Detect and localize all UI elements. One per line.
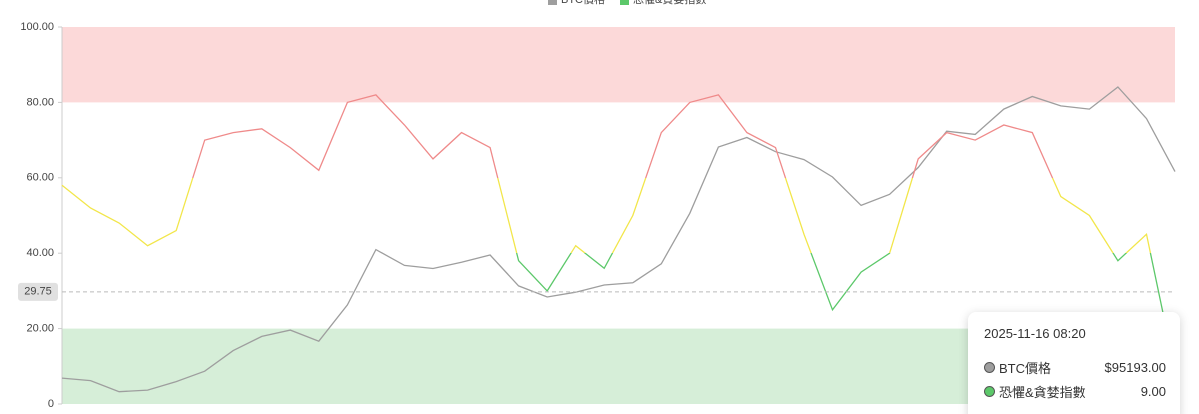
y-tick-label: 80.00 [26, 96, 54, 108]
legend-label: BTC價格 [561, 0, 605, 6]
fear-greed-line [61, 94, 1176, 371]
tooltip-dot [984, 386, 995, 397]
y-tick-label: 0 [48, 398, 54, 410]
crosshair-label: 29.75 [24, 286, 52, 298]
y-tick-label: 100.00 [20, 21, 54, 33]
tooltip-value: $95193.00 [1104, 360, 1166, 375]
legend-swatch [548, 0, 557, 5]
tooltip-label: BTC價格 [999, 361, 1052, 376]
y-tick-label: 20.00 [26, 323, 54, 335]
tooltip-value: 9.00 [1140, 384, 1166, 399]
tooltip-dot [984, 362, 995, 373]
tooltip: 2025-11-16 08:20 BTC價格 $95193.00 恐懼&貪婪指數… [968, 312, 1180, 414]
tooltip-date: 2025-11-16 08:20 [984, 326, 1086, 341]
tooltip-row: 恐懼&貪婪指數 9.00 [984, 382, 1166, 401]
y-tick-label: 60.00 [26, 172, 54, 184]
btc-price-line [61, 86, 1176, 393]
y-tick-label: 40.00 [26, 247, 54, 259]
crosshair-label-bg [18, 282, 58, 301]
zone-band [62, 27, 1175, 103]
tooltip-label: 恐懼&貪婪指數 [999, 385, 1086, 400]
legend-swatch [620, 0, 629, 5]
legend-label: 恐懼&貪婪指數 [633, 0, 706, 6]
tooltip-row: BTC價格 $95193.00 [984, 358, 1166, 377]
